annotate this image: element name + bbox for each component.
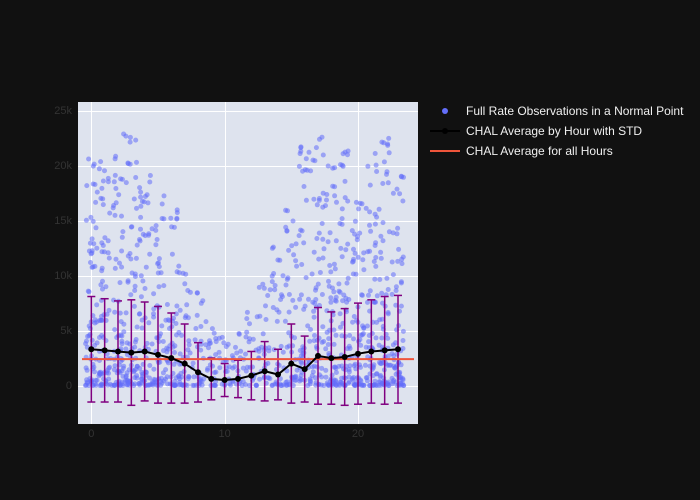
legend-item: Full Rate Observations in a Normal Point: [430, 102, 683, 120]
x-tick-label: 10: [213, 428, 237, 440]
legend-swatch: [430, 124, 460, 138]
legend-item: CHAL Average by Hour with STD: [430, 122, 683, 140]
y-tick-label: 10k: [42, 270, 72, 282]
legend-scatter-icon: [442, 108, 448, 114]
legend-line-marker-icon: [442, 128, 448, 134]
gridline-h: [78, 276, 418, 277]
gridline-h: [78, 386, 418, 387]
legend-item: CHAL Average for all Hours: [430, 142, 683, 160]
gridline-v: [91, 102, 92, 424]
legend-swatch: [430, 144, 460, 158]
x-tick-label: 20: [346, 428, 370, 440]
legend-swatch: [430, 104, 460, 118]
y-tick-label: 25k: [42, 105, 72, 117]
legend: Full Rate Observations in a Normal Point…: [430, 102, 683, 162]
gridline-h: [78, 111, 418, 112]
legend-label: CHAL Average by Hour with STD: [466, 124, 642, 138]
legend-label: Full Rate Observations in a Normal Point: [466, 104, 683, 118]
plot-area: [78, 102, 418, 424]
y-tick-label: 20k: [42, 160, 72, 172]
legend-line-icon: [430, 150, 460, 152]
gridline-v: [358, 102, 359, 424]
x-tick-label: 0: [79, 428, 103, 440]
gridline-h: [78, 166, 418, 167]
legend-label: CHAL Average for all Hours: [466, 144, 613, 158]
legend-line-icon: [430, 130, 460, 132]
gridline-h: [78, 331, 418, 332]
y-tick-label: 0: [42, 380, 72, 392]
y-tick-label: 15k: [42, 215, 72, 227]
chart-container: { "chart": { "type": "scatter+line+error…: [0, 0, 700, 500]
y-tick-label: 5k: [42, 325, 72, 337]
gridline-v: [225, 102, 226, 424]
gridline-h: [78, 221, 418, 222]
